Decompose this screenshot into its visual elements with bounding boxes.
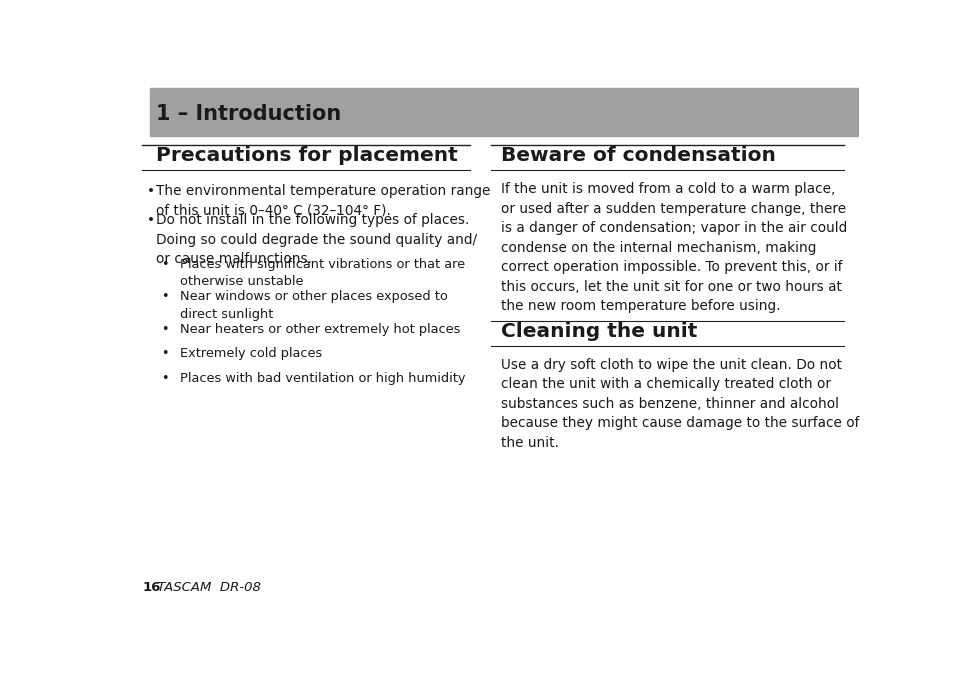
Text: Near heaters or other extremely hot places: Near heaters or other extremely hot plac… [179,322,459,335]
Bar [119,82,858,88]
Text: Extremely cold places: Extremely cold places [179,347,321,360]
Text: Do not install in the following types of places.
Doing so could degrade the soun: Do not install in the following types of… [156,213,477,266]
Text: Cleaning the unit: Cleaning the unit [500,322,697,341]
Text: •: • [147,184,155,198]
Bar [150,88,858,137]
Text: Near windows or other places exposed to
direct sunlight: Near windows or other places exposed to … [179,290,447,321]
Text: TASCAM  DR-08: TASCAM DR-08 [153,580,261,593]
Text: 16: 16 [142,580,161,593]
Text: •: • [147,213,155,227]
Text: Places with bad ventilation or high humidity: Places with bad ventilation or high humi… [179,372,465,385]
Text: 1 – Introduction: 1 – Introduction [156,104,341,124]
Text: Beware of condensation: Beware of condensation [500,147,775,165]
Text: Places with significant vibrations or that are
otherwise unstable: Places with significant vibrations or th… [179,258,464,288]
Text: •: • [161,322,169,335]
Text: Use a dry soft cloth to wipe the unit clean. Do not
clean the unit with a chemic: Use a dry soft cloth to wipe the unit cl… [500,358,858,450]
Text: •: • [161,347,169,360]
Text: •: • [161,372,169,385]
Text: If the unit is moved from a cold to a warm place,
or used after a sudden tempera: If the unit is moved from a cold to a wa… [500,182,846,314]
Text: •: • [161,258,169,271]
Text: Precautions for placement: Precautions for placement [156,147,457,165]
Text: •: • [161,290,169,303]
Text: The environmental temperature operation range
of this unit is 0–40° C (32–104° F: The environmental temperature operation … [156,184,490,217]
